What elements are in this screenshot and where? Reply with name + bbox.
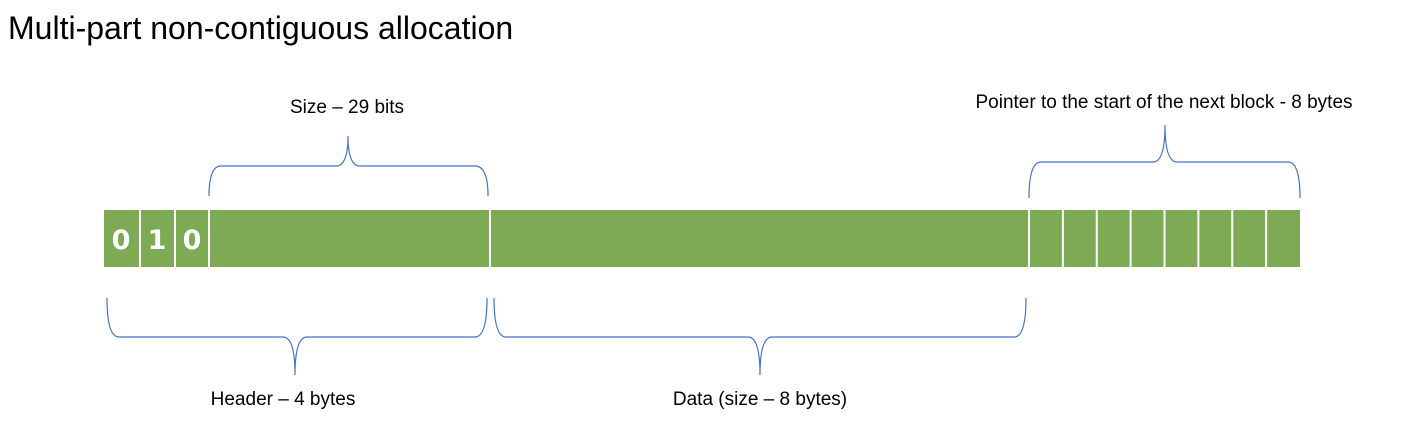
- memory-block-bar: [104, 210, 1300, 267]
- size-label: Size – 29 bits: [289, 97, 405, 118]
- header-label: Header – 4 bytes: [210, 389, 356, 410]
- header-bit: 0: [112, 225, 131, 256]
- page-title: Multi-part non-contiguous allocation: [8, 10, 514, 46]
- header-bit: 1: [148, 225, 167, 256]
- data-brace: [493, 297, 1027, 376]
- pointer-label: Pointer to the start of the next block -…: [975, 92, 1353, 113]
- header-bits: 0 1 0: [112, 225, 202, 256]
- size-brace: [208, 135, 489, 197]
- data-label: Data (size – 8 bytes): [672, 389, 848, 410]
- header-brace: [106, 297, 488, 376]
- pointer-brace: [1028, 124, 1301, 199]
- header-bit: 0: [183, 225, 202, 256]
- pointer-byte-dividers: [1061, 210, 1268, 267]
- block-dividers: [139, 210, 1030, 267]
